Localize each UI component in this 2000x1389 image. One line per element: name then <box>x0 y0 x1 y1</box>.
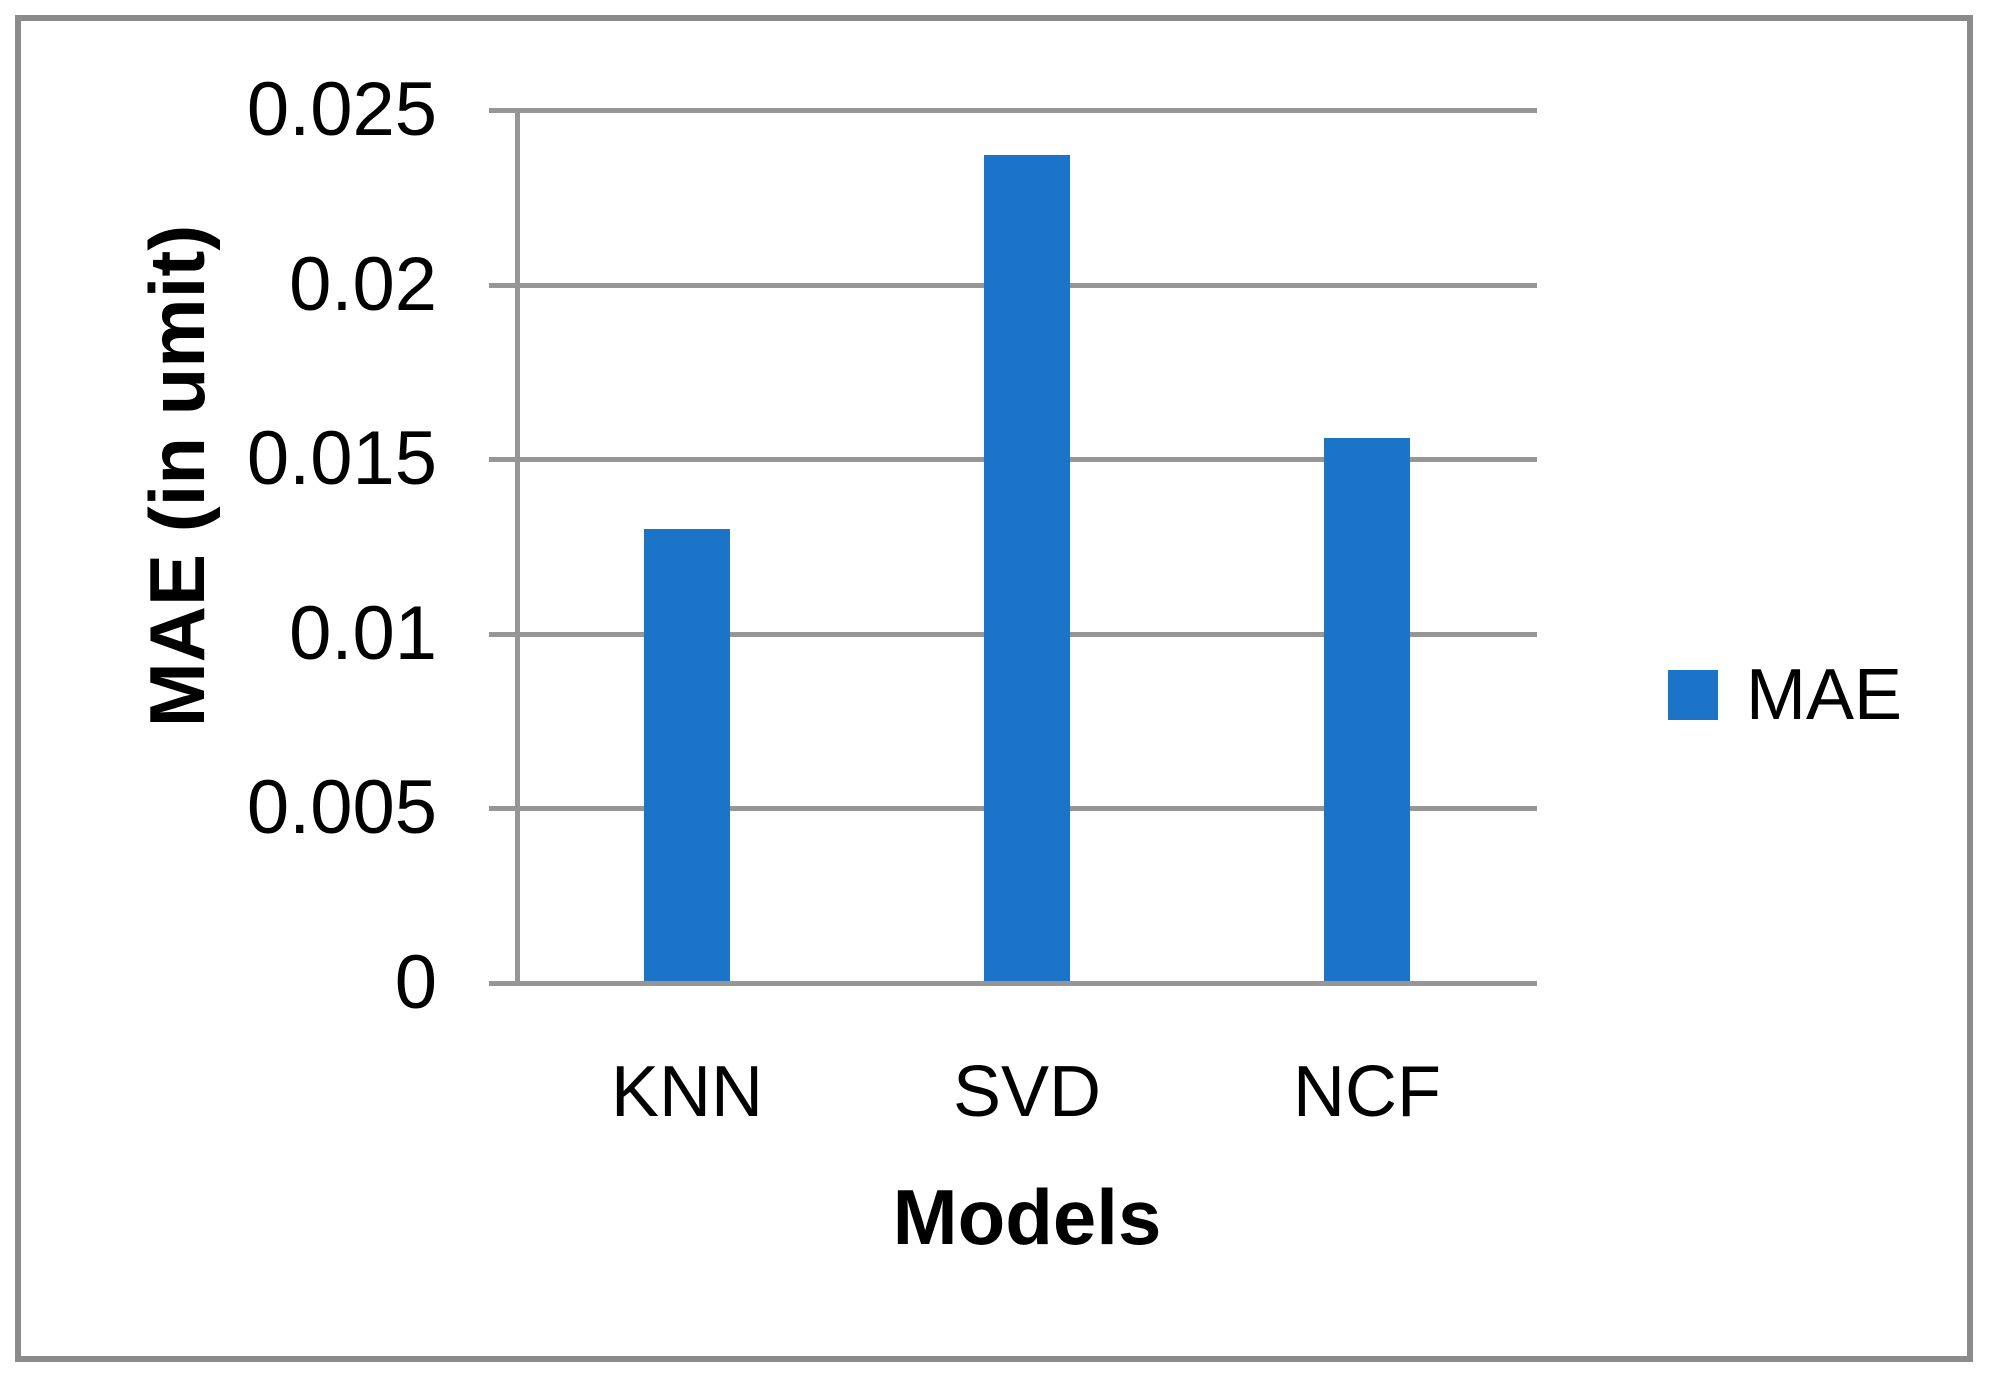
y-axis-tick <box>489 457 517 462</box>
y-tick-label: 0.005 <box>246 765 437 850</box>
x-axis-line <box>489 981 1537 986</box>
y-axis-line <box>515 110 520 983</box>
x-category-label: SVD <box>952 1052 1102 1132</box>
bar-ncf <box>1324 438 1410 983</box>
y-tick-label: 0.015 <box>246 416 437 501</box>
y-tick-label: 0.01 <box>289 591 437 676</box>
bar-svd <box>984 155 1070 983</box>
y-axis-tick <box>489 108 517 113</box>
legend-label: MAE <box>1746 655 1903 735</box>
bar-knn <box>644 529 730 983</box>
y-tick-label: 0 <box>394 940 437 1025</box>
x-category-label: KNN <box>610 1052 763 1132</box>
y-axis-title: MAE (in umit) <box>133 224 221 728</box>
legend-swatch-icon <box>1668 670 1718 720</box>
x-axis-title: Models <box>892 1173 1162 1261</box>
y-tick-label: 0.025 <box>246 67 437 152</box>
y-axis-tick <box>489 806 517 811</box>
y-axis-tick <box>489 283 517 288</box>
chart-frame <box>15 15 1973 1362</box>
gridline <box>517 108 1537 113</box>
y-axis-tick <box>489 632 517 637</box>
legend: MAE <box>1668 655 1902 735</box>
x-category-label: NCF <box>1293 1052 1441 1132</box>
y-tick-label: 0.02 <box>289 242 437 327</box>
